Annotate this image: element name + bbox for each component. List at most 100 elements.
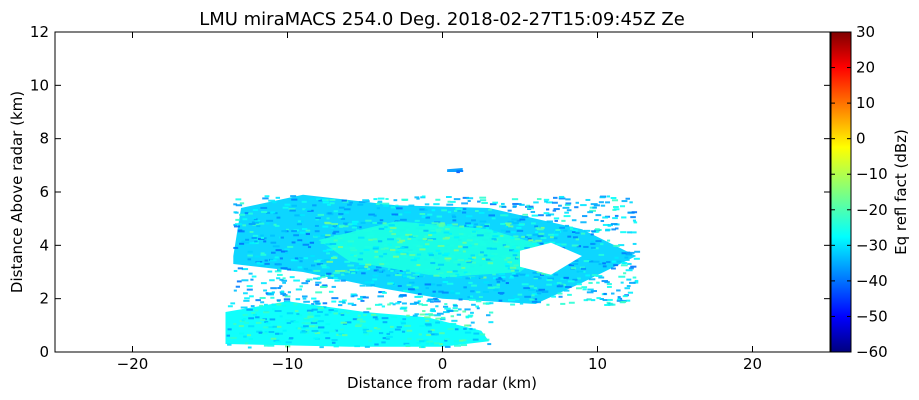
echo-speckle — [602, 223, 610, 226]
echo-speckle — [271, 251, 276, 254]
echo-speckle — [580, 232, 586, 235]
echo-speckle — [344, 272, 349, 275]
echo-speckle — [373, 246, 380, 249]
echo-speckle — [359, 320, 366, 323]
echo-speckle — [549, 236, 554, 239]
echo-speckle — [415, 301, 419, 304]
echo-speckle — [274, 256, 279, 259]
echo-speckle — [377, 200, 383, 203]
echo-speckle — [442, 237, 450, 240]
echo-speckle — [409, 302, 417, 305]
echo-speckle — [259, 304, 263, 307]
echo-speckle — [560, 277, 567, 280]
echo-speckle — [272, 325, 277, 328]
echo-speckle — [425, 319, 430, 322]
echo-speckle — [325, 337, 331, 340]
echo-speckle — [387, 303, 391, 306]
echo-speckle — [337, 246, 343, 249]
echo-speckle — [574, 248, 578, 251]
echo-speckle — [328, 290, 334, 293]
echo-speckle — [303, 267, 309, 270]
echo-speckle — [533, 275, 540, 278]
echo-speckle — [331, 300, 337, 303]
echo-speckle — [466, 224, 473, 227]
echo-speckle — [446, 282, 454, 285]
echo-speckle — [357, 267, 365, 270]
echo-speckle — [632, 219, 637, 222]
echo-speckle — [247, 258, 252, 261]
echo-speckle — [538, 214, 544, 217]
echo-speckle — [262, 197, 269, 200]
echo-speckle — [237, 245, 243, 248]
echo-speckle — [463, 327, 467, 330]
echo-speckle — [565, 202, 572, 205]
echo-speckle — [408, 288, 415, 291]
echo-speckle — [423, 229, 429, 232]
echo-speckle — [416, 341, 422, 344]
echo-speckle — [266, 219, 274, 222]
echo-speckle — [431, 209, 436, 212]
echo-speckle — [469, 327, 473, 330]
echo-speckle — [476, 307, 480, 310]
echo-speckle — [568, 264, 575, 267]
echo-speckle — [428, 254, 434, 257]
echo-speckle — [356, 318, 363, 321]
echo-speckle — [440, 222, 445, 225]
echo-speckle — [464, 324, 470, 327]
echo-speckle — [505, 282, 509, 285]
echo-speckle — [374, 303, 380, 306]
echo-speckle — [350, 293, 357, 296]
echo-speckle — [511, 272, 517, 275]
echo-speckle — [380, 248, 386, 251]
y-tick-label: 12 — [30, 23, 49, 41]
echo-speckle — [631, 211, 638, 214]
echo-speckle — [453, 236, 460, 239]
echo-speckle — [290, 320, 296, 323]
echo-speckle — [444, 339, 448, 342]
echo-speckle — [487, 286, 495, 289]
echo-speckle — [560, 302, 566, 305]
echo-speckle — [487, 284, 493, 287]
echo-speckle — [291, 198, 298, 201]
echo-speckle — [565, 286, 572, 289]
echo-speckle — [545, 208, 550, 211]
echo-speckle — [339, 206, 345, 209]
echo-speckle — [333, 230, 340, 233]
echo-speckle — [630, 265, 637, 268]
echo-speckle — [402, 294, 407, 297]
echo-speckle — [583, 229, 591, 232]
echo-speckle — [606, 301, 611, 304]
echo-speckle — [390, 206, 397, 209]
echo-speckle — [338, 241, 344, 244]
echo-speckle — [434, 333, 439, 336]
y-tick-label: 6 — [39, 183, 49, 201]
echo-speckle — [434, 300, 441, 303]
echo-speckle — [338, 333, 345, 336]
echo-speckle — [276, 263, 282, 266]
echo-speckle — [379, 255, 384, 258]
echo-speckle — [500, 229, 507, 232]
echo-speckle — [347, 240, 354, 243]
colorbar-tick-label: 20 — [856, 59, 875, 77]
echo-speckle — [605, 201, 611, 204]
echo-speckle — [564, 203, 571, 206]
echo-speckle — [564, 224, 570, 227]
echo-speckle — [316, 263, 324, 266]
echo-speckle — [372, 316, 378, 319]
echo-speckle — [430, 329, 435, 332]
echo-speckle — [285, 251, 289, 254]
echo-speckle — [571, 219, 577, 222]
echo-speckle — [613, 208, 620, 211]
echo-speckle — [424, 316, 431, 319]
x-tick-label: 10 — [588, 355, 607, 373]
echo-speckle — [435, 249, 441, 252]
echo-speckle — [396, 207, 403, 210]
plot-frame — [54, 31, 831, 353]
echo-speckle — [505, 265, 510, 268]
echo-speckle — [439, 343, 443, 346]
echo-speckle — [531, 214, 539, 217]
echo-speckle — [425, 287, 429, 290]
echo-speckle — [299, 285, 303, 288]
echo-speckle — [281, 279, 288, 282]
echo-speckle — [554, 219, 558, 222]
